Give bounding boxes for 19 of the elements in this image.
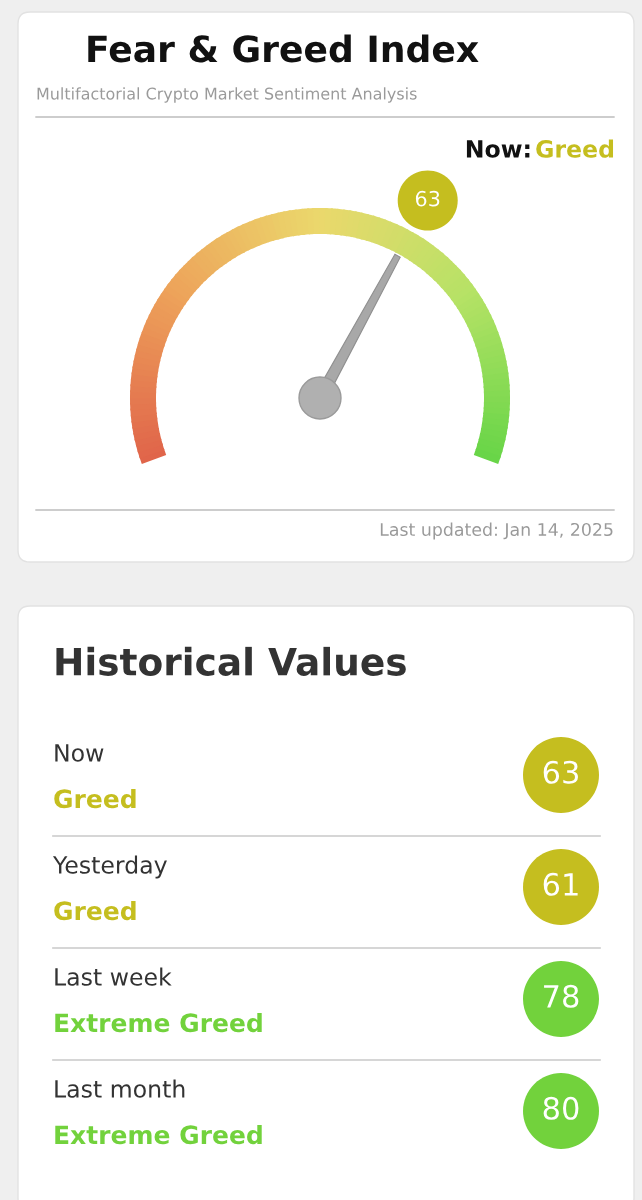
category-label: Last month	[55, 1079, 185, 1098]
category-label: Last week	[55, 967, 172, 986]
data-label: 63	[415, 190, 440, 207]
text: Greed	[536, 139, 614, 158]
text: Fear & Greed Index	[88, 34, 479, 63]
data-label: 61	[543, 872, 578, 896]
data-label: 80	[543, 1096, 579, 1120]
text: Greed	[54, 788, 136, 809]
category-label: Yesterday	[52, 855, 167, 879]
text: Multifactorial Crypto Market Sentiment Analysis	[37, 87, 417, 103]
text: Now:	[466, 140, 530, 158]
data-label: 63	[543, 760, 578, 784]
data-label: 78	[544, 984, 579, 1008]
text: Historical Values	[56, 646, 406, 676]
text: Last updated: Jan 14, 2025	[380, 522, 613, 540]
category-label: Now	[55, 744, 104, 762]
text: Extreme Greed	[55, 1012, 262, 1033]
text: Greed	[54, 900, 136, 921]
text: Extreme Greed	[55, 1124, 262, 1145]
